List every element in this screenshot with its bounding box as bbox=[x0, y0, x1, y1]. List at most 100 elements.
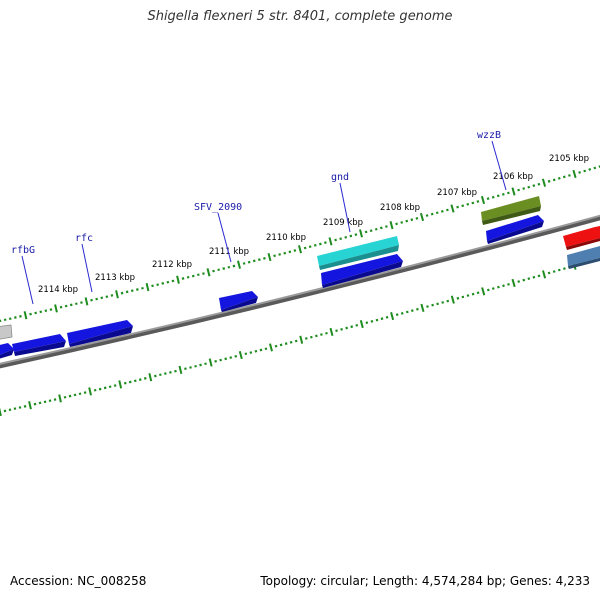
leader-line-gnd bbox=[339, 182, 351, 233]
inner-ring-tick bbox=[466, 294, 470, 297]
outer-ring-tick bbox=[273, 254, 276, 258]
inner-ring-tick bbox=[78, 392, 82, 396]
outer-ring-tick bbox=[263, 256, 266, 260]
outer-ring-tick bbox=[278, 253, 281, 256]
outer-ring-tick bbox=[166, 280, 170, 284]
outer-ring-tick bbox=[461, 204, 465, 208]
inner-ring-tick bbox=[325, 331, 328, 335]
outer-ring-tick bbox=[471, 201, 475, 205]
outer-ring-tick bbox=[105, 295, 109, 298]
inner-ring-tick bbox=[63, 395, 67, 399]
gene-wzzB-arrow bbox=[486, 215, 544, 244]
outer-ring-tick bbox=[54, 304, 58, 313]
inner-ring-tick bbox=[370, 319, 374, 323]
outer-ring-tick bbox=[247, 260, 251, 264]
inner-ring-tick bbox=[128, 380, 132, 384]
inner-ring-tick bbox=[98, 387, 102, 391]
inner-ring-tick bbox=[420, 303, 425, 313]
inner-ring-tick bbox=[426, 305, 429, 308]
inner-ring-tick bbox=[88, 387, 92, 396]
outer-ring-tick bbox=[313, 243, 317, 247]
inner-ring-tick bbox=[244, 352, 248, 356]
outer-ring-tick bbox=[446, 208, 449, 212]
gene-label-rfbG: rfbG bbox=[11, 245, 35, 256]
outer-ring-tick bbox=[227, 265, 231, 269]
outer-ring-tick bbox=[410, 218, 414, 222]
inner-ring-tick bbox=[385, 316, 389, 319]
inner-ring-tick bbox=[113, 384, 117, 387]
inner-ring-tick bbox=[254, 349, 258, 353]
outer-ring-tick bbox=[156, 283, 159, 286]
outer-ring-tick bbox=[130, 289, 134, 293]
inner-ring-tick bbox=[53, 398, 57, 401]
inner-ring-tick bbox=[461, 295, 465, 299]
inner-ring-tick bbox=[299, 335, 304, 344]
outer-ring-tick bbox=[364, 230, 368, 234]
inner-ring-tick bbox=[123, 381, 127, 385]
inner-ring-tick bbox=[169, 370, 172, 374]
inner-ring-tick bbox=[199, 363, 202, 367]
inner-ring-tick bbox=[471, 292, 475, 296]
tick-label-2111: 2111 kbp bbox=[209, 247, 249, 257]
inner-ring-tick bbox=[224, 357, 228, 361]
accession-text: Accession: NC_008258 bbox=[10, 574, 147, 588]
outer-ring-tick bbox=[562, 175, 566, 179]
outer-ring-tick bbox=[374, 227, 378, 231]
inner-ring-tick bbox=[159, 373, 162, 377]
inner-ring-tick bbox=[68, 394, 72, 398]
outer-ring-tick bbox=[466, 203, 470, 206]
inner-ring-tick bbox=[259, 348, 263, 352]
outer-ring-tick bbox=[197, 273, 200, 277]
outer-ring-tick bbox=[415, 216, 419, 220]
inner-ring-tick bbox=[23, 405, 27, 408]
outer-ring-tick bbox=[334, 238, 337, 242]
inner-ring-tick bbox=[410, 309, 414, 313]
inner-ring-tick bbox=[73, 393, 77, 397]
inner-ring-tick bbox=[249, 351, 253, 354]
outer-ring-tick bbox=[145, 282, 150, 292]
gene-label-rfc: rfc bbox=[75, 233, 93, 244]
outer-ring-tick bbox=[486, 197, 490, 201]
gene-gnd-cyan-block bbox=[317, 236, 399, 270]
inner-ring-tick bbox=[219, 358, 222, 362]
outer-ring-tick bbox=[19, 315, 22, 318]
inner-ring-tick bbox=[229, 356, 233, 359]
outer-ring-tick bbox=[430, 212, 434, 216]
inner-ring-tick bbox=[507, 282, 510, 286]
tick-label-2109: 2109 kbp bbox=[323, 218, 363, 228]
outer-ring-tick bbox=[319, 242, 322, 246]
inner-ring-tick bbox=[138, 378, 142, 381]
genome-backbone-shadow bbox=[0, 215, 600, 369]
inner-ring-tick bbox=[194, 364, 197, 368]
tick-label-2110: 2110 kbp bbox=[266, 233, 306, 243]
inner-ring-tick bbox=[456, 296, 460, 300]
inner-ring-tick bbox=[476, 291, 480, 295]
outer-ring-tick bbox=[212, 269, 215, 273]
inner-ring-tick bbox=[93, 388, 97, 392]
outer-ring-tick bbox=[389, 221, 394, 230]
gene-wzzB-olive-block bbox=[481, 196, 541, 225]
inner-ring-tick bbox=[355, 324, 359, 327]
inner-ring-tick bbox=[264, 347, 268, 351]
outer-ring-tick bbox=[480, 195, 486, 205]
inner-ring-tick bbox=[214, 359, 217, 363]
outer-ring-tick bbox=[491, 195, 495, 199]
inner-ring-tick bbox=[189, 366, 192, 369]
outer-ring-tick bbox=[69, 303, 73, 307]
inner-ring-tick bbox=[350, 325, 354, 329]
outer-ring-tick bbox=[324, 241, 327, 245]
inner-ring-tick bbox=[133, 379, 137, 383]
inner-ring-tick bbox=[497, 285, 500, 289]
outer-ring-tick bbox=[49, 308, 53, 311]
inner-ring-tick bbox=[365, 321, 369, 325]
inner-ring-tick bbox=[269, 343, 273, 352]
inner-ring-tick bbox=[284, 342, 288, 345]
outer-ring-tick bbox=[217, 268, 220, 272]
inner-ring-tick bbox=[405, 310, 409, 314]
inner-ring-tick bbox=[204, 362, 207, 366]
outer-ring-tick bbox=[80, 301, 83, 304]
outer-ring-tick bbox=[385, 225, 388, 228]
outer-ring-tick bbox=[283, 251, 287, 255]
gene-sfv-2090-arrow bbox=[219, 291, 258, 312]
inner-ring-tick bbox=[532, 275, 536, 279]
